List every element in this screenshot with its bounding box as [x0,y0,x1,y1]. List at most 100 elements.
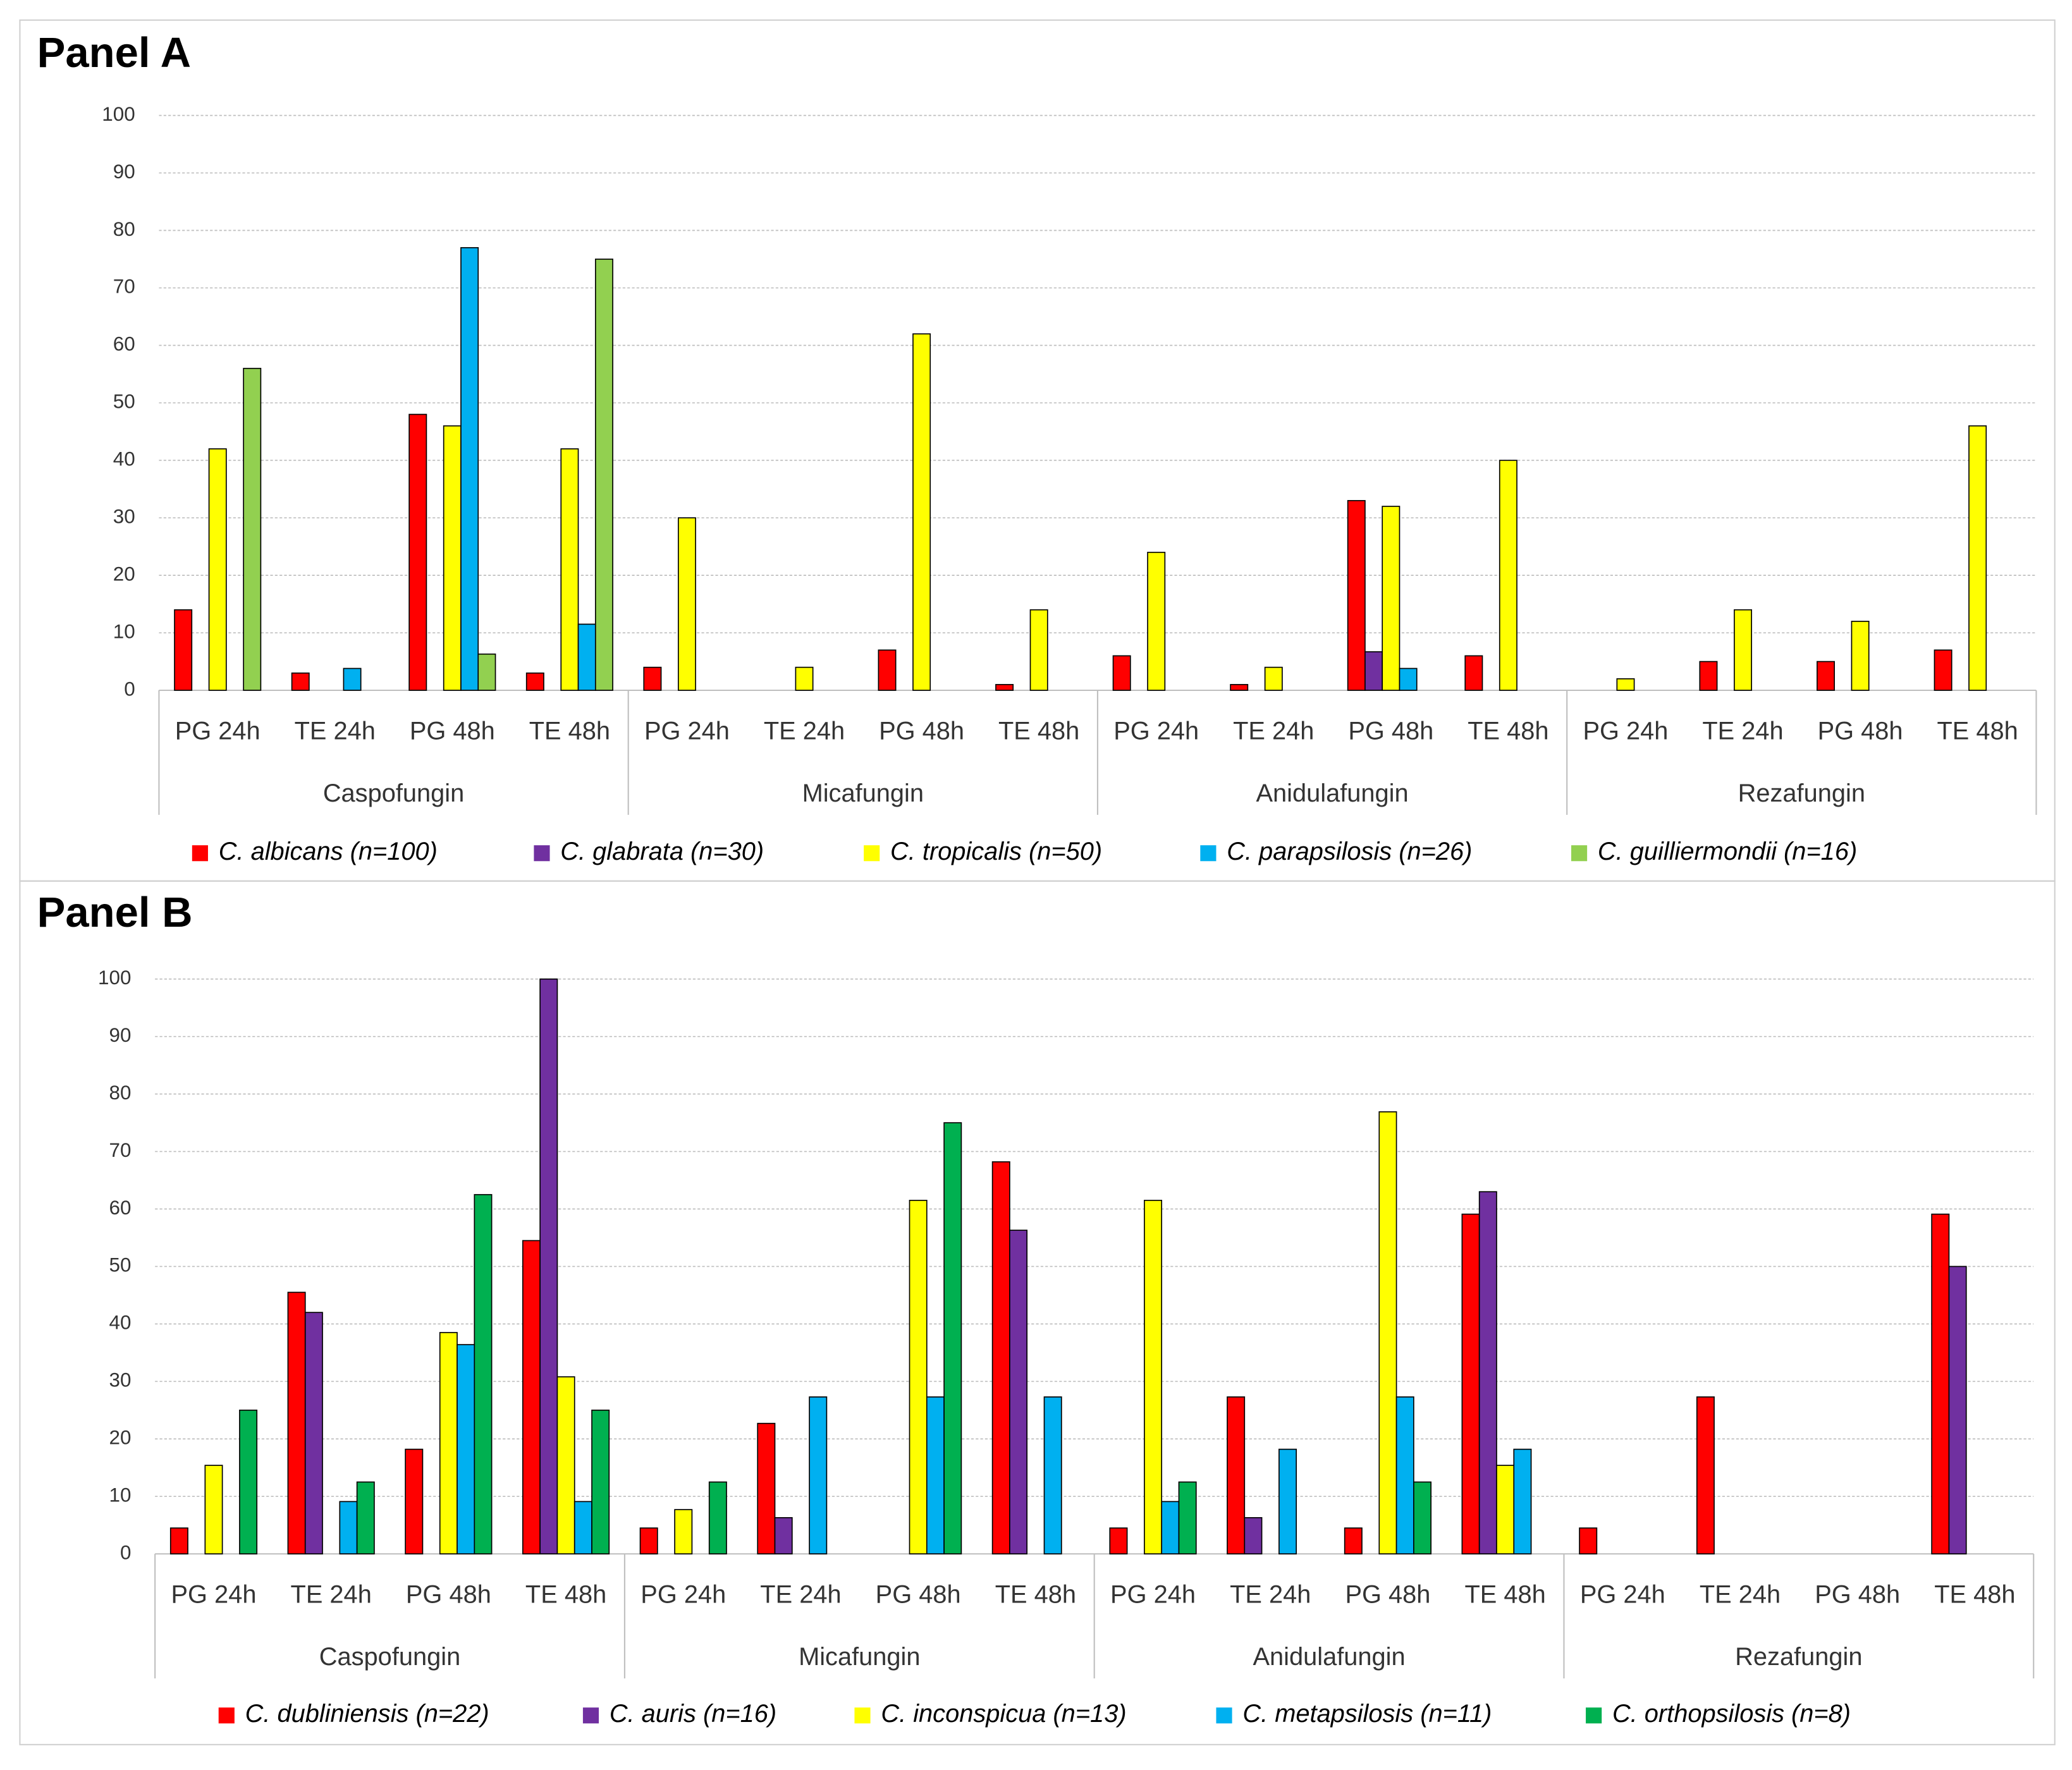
legend-label: C. parapsilosis (n=26) [1227,838,1472,865]
bar [1579,1527,1598,1554]
y-tick-label: 10 [109,1484,131,1506]
bar [1478,1191,1497,1554]
bar [1364,651,1383,691]
x-tick-label: TE 48h [525,1581,606,1609]
bar [909,1200,928,1554]
x-tick-label: PG 24h [644,717,730,745]
bar [573,1501,592,1554]
y-tick-label: 0 [124,678,135,700]
y-tick-label: 70 [109,1139,131,1161]
y-tick-label: 80 [113,218,135,240]
y-tick-label: 20 [109,1427,131,1449]
bar [674,1509,693,1554]
x-tick-label: PG 24h [1580,1581,1665,1609]
bar [774,1517,793,1554]
legend-label: C. tropicalis (n=50) [890,838,1102,865]
bar [169,1527,188,1554]
bar [1227,1396,1246,1554]
x-tick-label: PG 48h [1815,1581,1900,1609]
y-tick-label: 90 [113,161,135,183]
bar [639,1527,658,1554]
x-tick-label: PG 24h [641,1581,726,1609]
bar [460,247,479,691]
bar [539,978,558,1554]
bar [643,666,662,691]
bar [1112,655,1131,691]
bar [1968,425,1987,691]
group-label: Micafungin [799,1643,920,1671]
bar [1399,668,1418,691]
bar [912,333,931,691]
bar [991,1161,1010,1554]
bar [1230,684,1249,691]
legend-label: C. glabrata (n=30) [560,838,764,865]
bar [525,672,544,691]
x-tick-label: TE 24h [291,1581,372,1609]
y-tick-label: 20 [113,563,135,585]
y-tick-label: 40 [113,448,135,470]
bar [809,1396,828,1554]
bar [878,649,897,691]
bar [1347,500,1366,691]
bar [304,1312,323,1554]
y-tick-label: 90 [109,1024,131,1046]
x-tick-label: PG 48h [410,717,495,745]
x-tick-label: PG 24h [175,717,261,745]
y-tick-label: 100 [102,103,135,125]
x-tick-label: TE 48h [529,717,610,745]
legend-swatch [864,845,880,862]
chart-title: Panel B [37,889,193,936]
legend-label: C. orthopsilosis (n=8) [1612,1700,1851,1728]
bar [1244,1517,1263,1554]
bar [677,517,696,691]
legend-label: C. inconspicua (n=13) [881,1700,1126,1728]
bar [474,1193,493,1554]
y-tick-label: 10 [113,620,135,642]
legend-swatch [582,1707,599,1724]
bar [1931,1213,1950,1554]
bar [1464,655,1483,691]
y-tick-label: 60 [113,333,135,355]
legend-swatch [192,845,208,862]
bar [339,1501,358,1554]
bar [1513,1448,1532,1554]
bar [243,367,262,691]
legend-swatch [1216,1707,1232,1724]
y-tick-label: 50 [109,1254,131,1276]
bar [594,259,613,691]
bar [1043,1396,1062,1554]
bar [1378,1111,1397,1554]
bar [1934,649,1952,691]
bar [1461,1213,1480,1554]
bar [1147,551,1166,691]
bar [556,1376,575,1554]
x-tick-label: PG 24h [1583,717,1668,745]
bar [995,684,1014,691]
bar [591,1409,610,1554]
bar [1496,1465,1515,1554]
bar [208,448,227,691]
y-tick-label: 30 [113,505,135,527]
legend-label: C. dubliniensis (n=22) [245,1700,489,1728]
x-tick-label: TE 24h [764,717,845,745]
bar [1382,506,1401,691]
x-tick-label: TE 48h [998,717,1079,745]
bar [343,668,362,691]
legend-swatch [1571,845,1588,862]
legend-label: C. albicans (n=100) [219,838,438,865]
legend-label: C. auris (n=16) [610,1700,776,1728]
bar [1029,609,1048,691]
bar [439,1332,458,1554]
x-tick-label: PG 24h [1110,1581,1196,1609]
bar [757,1422,776,1554]
bar [560,448,579,691]
bar [1395,1396,1414,1554]
x-tick-label: TE 24h [295,717,376,745]
y-tick-label: 80 [109,1082,131,1104]
bar [1109,1527,1128,1554]
bar [204,1465,223,1554]
y-tick-label: 60 [109,1197,131,1219]
bar [1696,1396,1715,1554]
bar [943,1122,962,1554]
